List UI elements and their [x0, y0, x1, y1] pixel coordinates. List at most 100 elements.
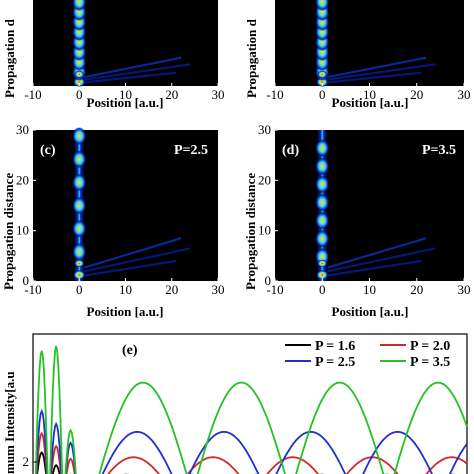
series-line-35	[34, 345, 468, 474]
panel-d-intensity-spot	[315, 193, 330, 212]
panel-b-radiation-streak	[324, 63, 436, 82]
panel-d-y-tick-label: 30	[258, 122, 271, 137]
panel-b: -10 0 10 20 30 Position [a.u.] Propagation d	[244, 0, 471, 110]
panel-c-y-ticks: 0 10 20 30	[16, 122, 36, 288]
panel-a: -10 0 10 20 30 Position [a.u.] Propagation d	[2, 0, 225, 110]
panel-c-focus-spot	[74, 259, 85, 268]
panel-a-radiation-streak	[81, 56, 182, 79]
panel-c-intensity-spot	[72, 196, 87, 215]
panel-e-y-ticks: 2	[23, 454, 37, 469]
panel-e-y-axis-title: mum Intensity[a.u	[2, 371, 17, 474]
panel-b-focus-spot	[317, 70, 328, 79]
panel-b-x-tick-label: -10	[266, 87, 283, 102]
panel-b-beam	[315, 0, 436, 87]
panel-c-x-ticks: -10 0 10 20 30	[24, 278, 225, 297]
panel-a-beam	[72, 0, 191, 87]
panel-c-x-tick-label: 0	[76, 282, 83, 297]
panel-c-y-tick-label: 10	[16, 223, 29, 238]
panel-a-radiation-streak	[81, 63, 191, 82]
panel-c-intensity-spot	[72, 150, 87, 169]
panel-d-x-ticks: -10 0 10 20 30	[266, 278, 471, 297]
legend-label: P = 1.6	[315, 339, 355, 354]
panel-d-x-tick-label: 30	[458, 282, 471, 297]
panel-b-intensity-spot	[315, 0, 330, 11]
panel-b-radiation-streak	[324, 71, 422, 84]
panel-d-beam	[315, 130, 436, 281]
panel-b-x-tick-label: 0	[319, 87, 326, 102]
panel-c-intensity-spot	[72, 219, 87, 238]
panel-d-y-tick-label: 20	[258, 172, 271, 187]
panel-b-background	[275, 0, 464, 86]
panel-d-intensity-spot	[315, 229, 330, 248]
panel-c-radiation-streak	[81, 259, 177, 278]
panel-b-x-tick-label: 20	[410, 87, 423, 102]
panel-d-focus-spot	[317, 259, 328, 268]
panel-d-x-tick-label: 20	[410, 282, 423, 297]
panel-d-intensity-spot	[315, 211, 330, 230]
panel-c-x-tick-label: 30	[212, 282, 225, 297]
panel-b-x-tick-label: 30	[458, 87, 471, 102]
panel-d-x-tick-label: -10	[266, 282, 283, 297]
panel-b-y-axis-title: Propagation d	[244, 18, 259, 98]
panel-c-x-tick-label: 10	[119, 282, 132, 297]
panel-d-parameter-label: P=3.5	[422, 143, 456, 158]
legend-label: P = 2.0	[410, 339, 450, 354]
panel-c-parameter-label: P=2.5	[174, 143, 208, 158]
panel-c-y-axis-title: Propagation distance	[1, 173, 16, 290]
panel-d-y-tick-label: 0	[265, 273, 272, 288]
panel-b-radiation-streak	[324, 56, 427, 79]
panel-d-radiation-streak	[324, 247, 436, 274]
panel-d-intensity-spot	[315, 157, 330, 176]
panel-c-intensity-spot	[73, 269, 86, 280]
panel-c-beam	[72, 127, 191, 281]
panel-d-tag: (d)	[282, 143, 299, 158]
panel-c-intensity-spot	[72, 173, 87, 192]
panel-e: (e) mum Intensity[a.u 2 P = 1.6 P = 2.0P …	[2, 333, 468, 474]
panel-a-x-tick-label: 30	[212, 87, 225, 102]
panel-a-y-axis-title: Propagation d	[2, 18, 17, 98]
panel-e-legend: P = 1.6 P = 2.0 P = 2.5 P = 3.5	[285, 339, 450, 370]
panel-d-x-tick-label: 10	[363, 282, 376, 297]
panel-d-intensity-spot	[315, 175, 330, 194]
legend-label: P = 3.5	[410, 355, 450, 370]
panel-b-x-axis-title: Position [a.u.]	[332, 95, 409, 110]
panel-a-x-ticks: -10 0 10 20 30	[24, 83, 225, 102]
panel-c-y-tick-label: 0	[23, 273, 30, 288]
panel-a-radiation-streak	[81, 71, 177, 84]
panel-d-y-tick-label: 10	[258, 223, 271, 238]
panel-c-y-tick-label: 20	[16, 172, 29, 187]
panel-c-intensity-spot	[72, 127, 87, 146]
panel-a-x-tick-label: 20	[165, 87, 178, 102]
panel-a-x-axis-title: Position [a.u.]	[87, 95, 164, 110]
panel-c-radiation-streak	[81, 237, 182, 270]
panel-d-x-tick-label: 0	[319, 282, 326, 297]
panel-c-tag: (c)	[40, 143, 56, 158]
panel-c-x-tick-label: -10	[24, 282, 41, 297]
panel-d-y-axis-title: Propagation distance	[243, 173, 258, 290]
panel-e-y-tick-label: 2	[23, 454, 30, 469]
panel-a-x-tick-label: 10	[119, 87, 132, 102]
panel-a-focus-spot	[74, 70, 85, 79]
panel-e-frame	[32, 333, 468, 474]
panel-a-intensity-spot	[72, 0, 87, 11]
panel-e-tag: (e)	[122, 343, 138, 358]
panel-c-radiation-streak	[81, 247, 191, 274]
panel-c-y-tick-label: 30	[16, 122, 29, 137]
panel-d-intensity-spot	[316, 269, 329, 280]
panel-b-x-tick-label: 10	[363, 87, 376, 102]
legend-label: P = 2.5	[315, 355, 355, 370]
panel-d-intensity-spot	[315, 139, 330, 158]
panel-d-radiation-streak	[324, 237, 427, 270]
panel-d-x-axis-title: Position [a.u.]	[332, 304, 409, 319]
panel-b-x-ticks: -10 0 10 20 30	[266, 83, 471, 102]
panel-c-intensity-spot	[72, 242, 87, 261]
panel-a-x-tick-label: 0	[76, 87, 83, 102]
panel-a-background	[33, 0, 218, 86]
panel-c-x-axis-title: Position [a.u.]	[87, 304, 164, 319]
panel-d-radiation-streak	[324, 259, 422, 278]
panel-c-x-tick-label: 20	[165, 282, 178, 297]
panel-a-x-tick-label: -10	[24, 87, 41, 102]
